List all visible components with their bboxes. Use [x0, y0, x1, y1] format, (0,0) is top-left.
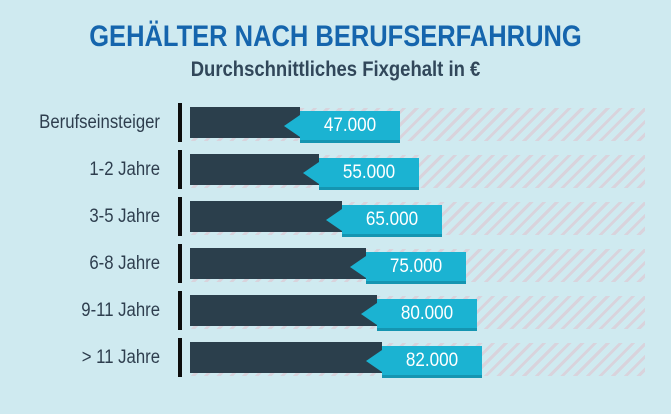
value-label: 75.000 — [389, 256, 443, 277]
value-label: 47.000 — [323, 115, 377, 136]
value-label: 82.000 — [405, 350, 459, 371]
chart-row: 3-5 Jahre 65.000 — [0, 197, 671, 237]
value-bar — [190, 154, 319, 185]
category-label: > 11 Jahre — [81, 347, 160, 368]
axis-tick — [178, 103, 182, 142]
axis-tick — [178, 338, 182, 377]
value-tag: 65.000 — [326, 205, 442, 237]
chart-row: 1-2 Jahre 55.000 — [0, 150, 671, 190]
value-tag: 55.000 — [303, 158, 419, 190]
category-label: Berufseinsteiger — [39, 112, 160, 133]
chart-row: Berufseinsteiger 47.000 — [0, 103, 671, 143]
value-label: 80.000 — [400, 303, 454, 324]
value-bar — [190, 342, 382, 373]
category-label: 6-8 Jahre — [89, 253, 160, 274]
value-tag: 75.000 — [350, 252, 466, 284]
category-label: 1-2 Jahre — [89, 159, 160, 180]
value-label: 65.000 — [365, 209, 419, 230]
axis-tick — [178, 244, 182, 283]
value-bar — [190, 201, 342, 232]
axis-tick — [178, 197, 182, 236]
chart-row: > 11 Jahre 82.000 — [0, 338, 671, 378]
value-tag: 47.000 — [284, 111, 400, 143]
category-label: 9-11 Jahre — [81, 300, 160, 321]
category-label: 3-5 Jahre — [89, 206, 160, 227]
value-tag: 82.000 — [366, 346, 482, 378]
value-tag: 80.000 — [361, 299, 477, 331]
value-bar — [190, 248, 366, 279]
chart-subtitle: Durchschnittliches Fixgehalt in € — [190, 58, 481, 81]
chart-row: 6-8 Jahre 75.000 — [0, 244, 671, 284]
axis-tick — [178, 150, 182, 189]
value-label: 55.000 — [342, 162, 396, 183]
chart-title: GEHÄLTER NACH BERUFSERFAHRUNG — [89, 20, 582, 53]
chart-row: 9-11 Jahre 80.000 — [0, 291, 671, 331]
axis-tick — [178, 291, 182, 330]
value-bar — [190, 107, 300, 138]
value-bar — [190, 295, 377, 326]
